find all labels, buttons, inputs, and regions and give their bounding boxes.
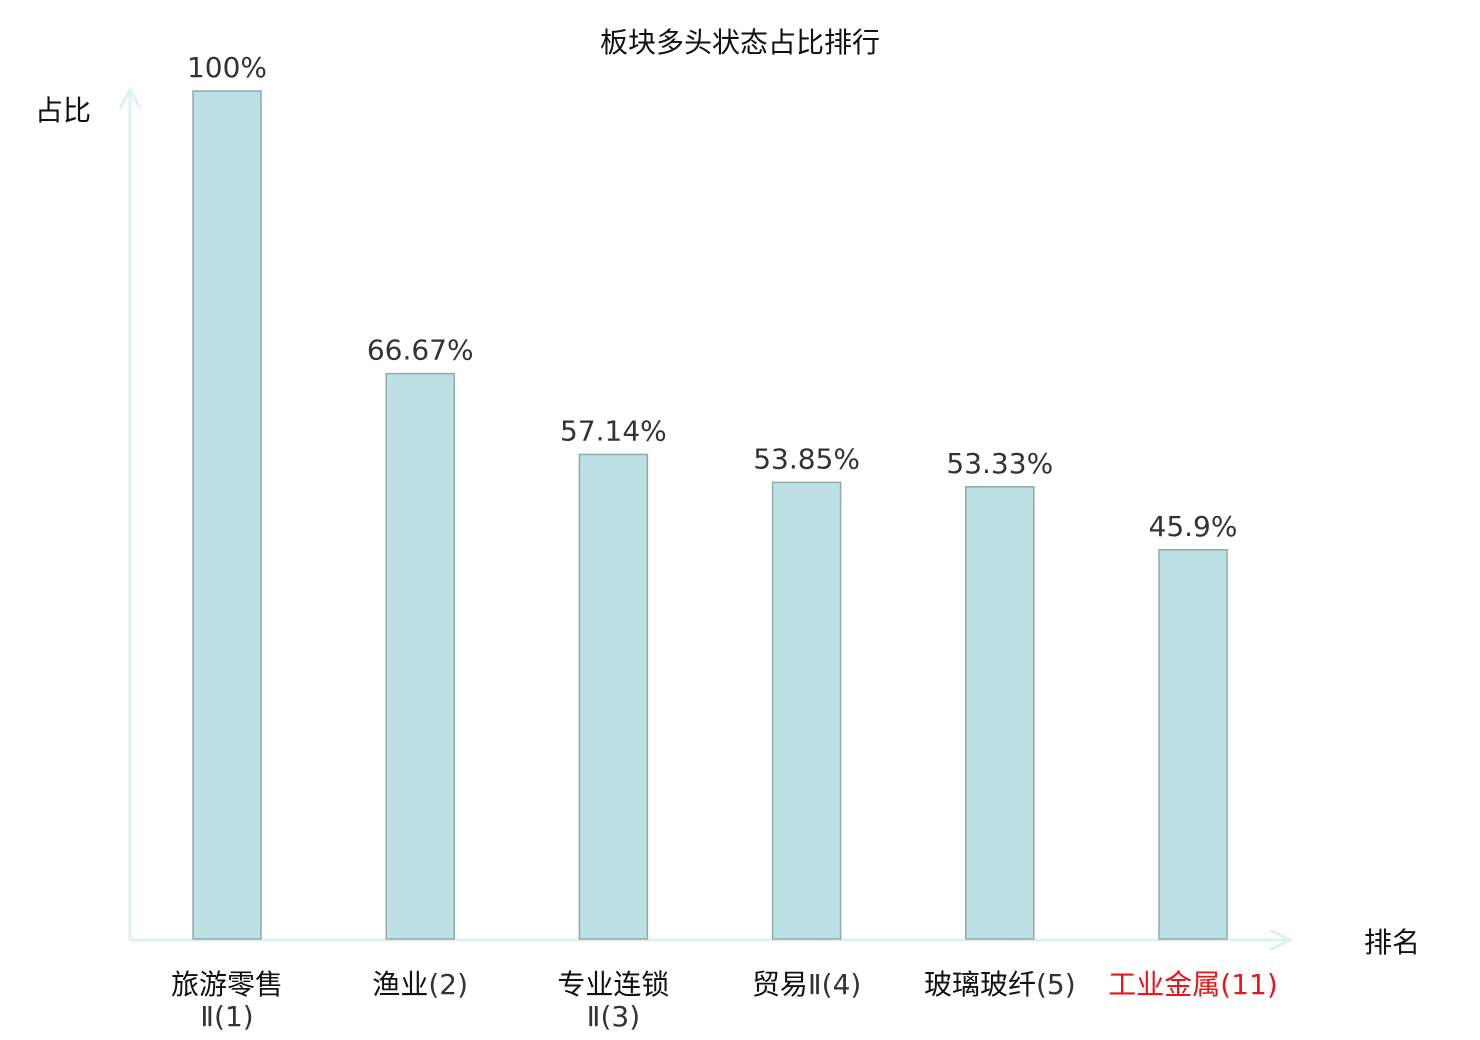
bar bbox=[385, 372, 455, 940]
category-rank: (11) bbox=[1220, 968, 1277, 1001]
category-rank: (5) bbox=[1036, 968, 1076, 1001]
x-axis-label: 排名 bbox=[1364, 926, 1420, 959]
y-axis-label: 占比 bbox=[35, 94, 91, 127]
x-tick-label: 贸易Ⅱ(4) bbox=[752, 968, 861, 1001]
data-label: 53.33% bbox=[946, 447, 1053, 480]
category-rank: Ⅱ(4) bbox=[808, 968, 861, 1001]
x-tick-label: 渔业(2) bbox=[372, 968, 468, 1001]
bar bbox=[965, 486, 1035, 940]
category-name: 贸易 bbox=[752, 968, 808, 1001]
axes bbox=[118, 86, 1294, 952]
category-name: 渔业 bbox=[372, 968, 428, 1001]
category-rank: Ⅱ(3) bbox=[587, 1000, 640, 1033]
x-tick-label: 专业连锁 Ⅱ(3) bbox=[557, 968, 669, 1033]
data-label: 45.9% bbox=[1149, 510, 1238, 543]
category-name: 专业连锁 bbox=[557, 968, 669, 1001]
category-name: 玻璃玻纤 bbox=[924, 968, 1036, 1001]
y-axis-arrow bbox=[118, 86, 142, 109]
category-name: 旅游零售 bbox=[171, 968, 283, 1001]
category-rank: Ⅱ(1) bbox=[200, 1000, 253, 1033]
bar bbox=[771, 481, 842, 940]
data-label: 57.14% bbox=[560, 414, 667, 447]
x-tick-label: 工业金属(11) bbox=[1108, 968, 1278, 1001]
bar bbox=[192, 90, 262, 940]
x-axis-arrow bbox=[1269, 928, 1294, 952]
bar bbox=[1158, 549, 1228, 940]
chart-title: 板块多头状态占比排行 bbox=[600, 26, 880, 59]
bar bbox=[578, 453, 649, 940]
data-label: 53.85% bbox=[753, 442, 860, 475]
data-label: 66.67% bbox=[367, 334, 474, 367]
x-tick-label: 玻璃玻纤(5) bbox=[924, 968, 1076, 1001]
category-rank: (2) bbox=[428, 968, 468, 1001]
data-label: 100% bbox=[187, 51, 267, 84]
category-name: 工业金属 bbox=[1108, 968, 1220, 1001]
x-tick-label: 旅游零售 Ⅱ(1) bbox=[171, 968, 283, 1033]
